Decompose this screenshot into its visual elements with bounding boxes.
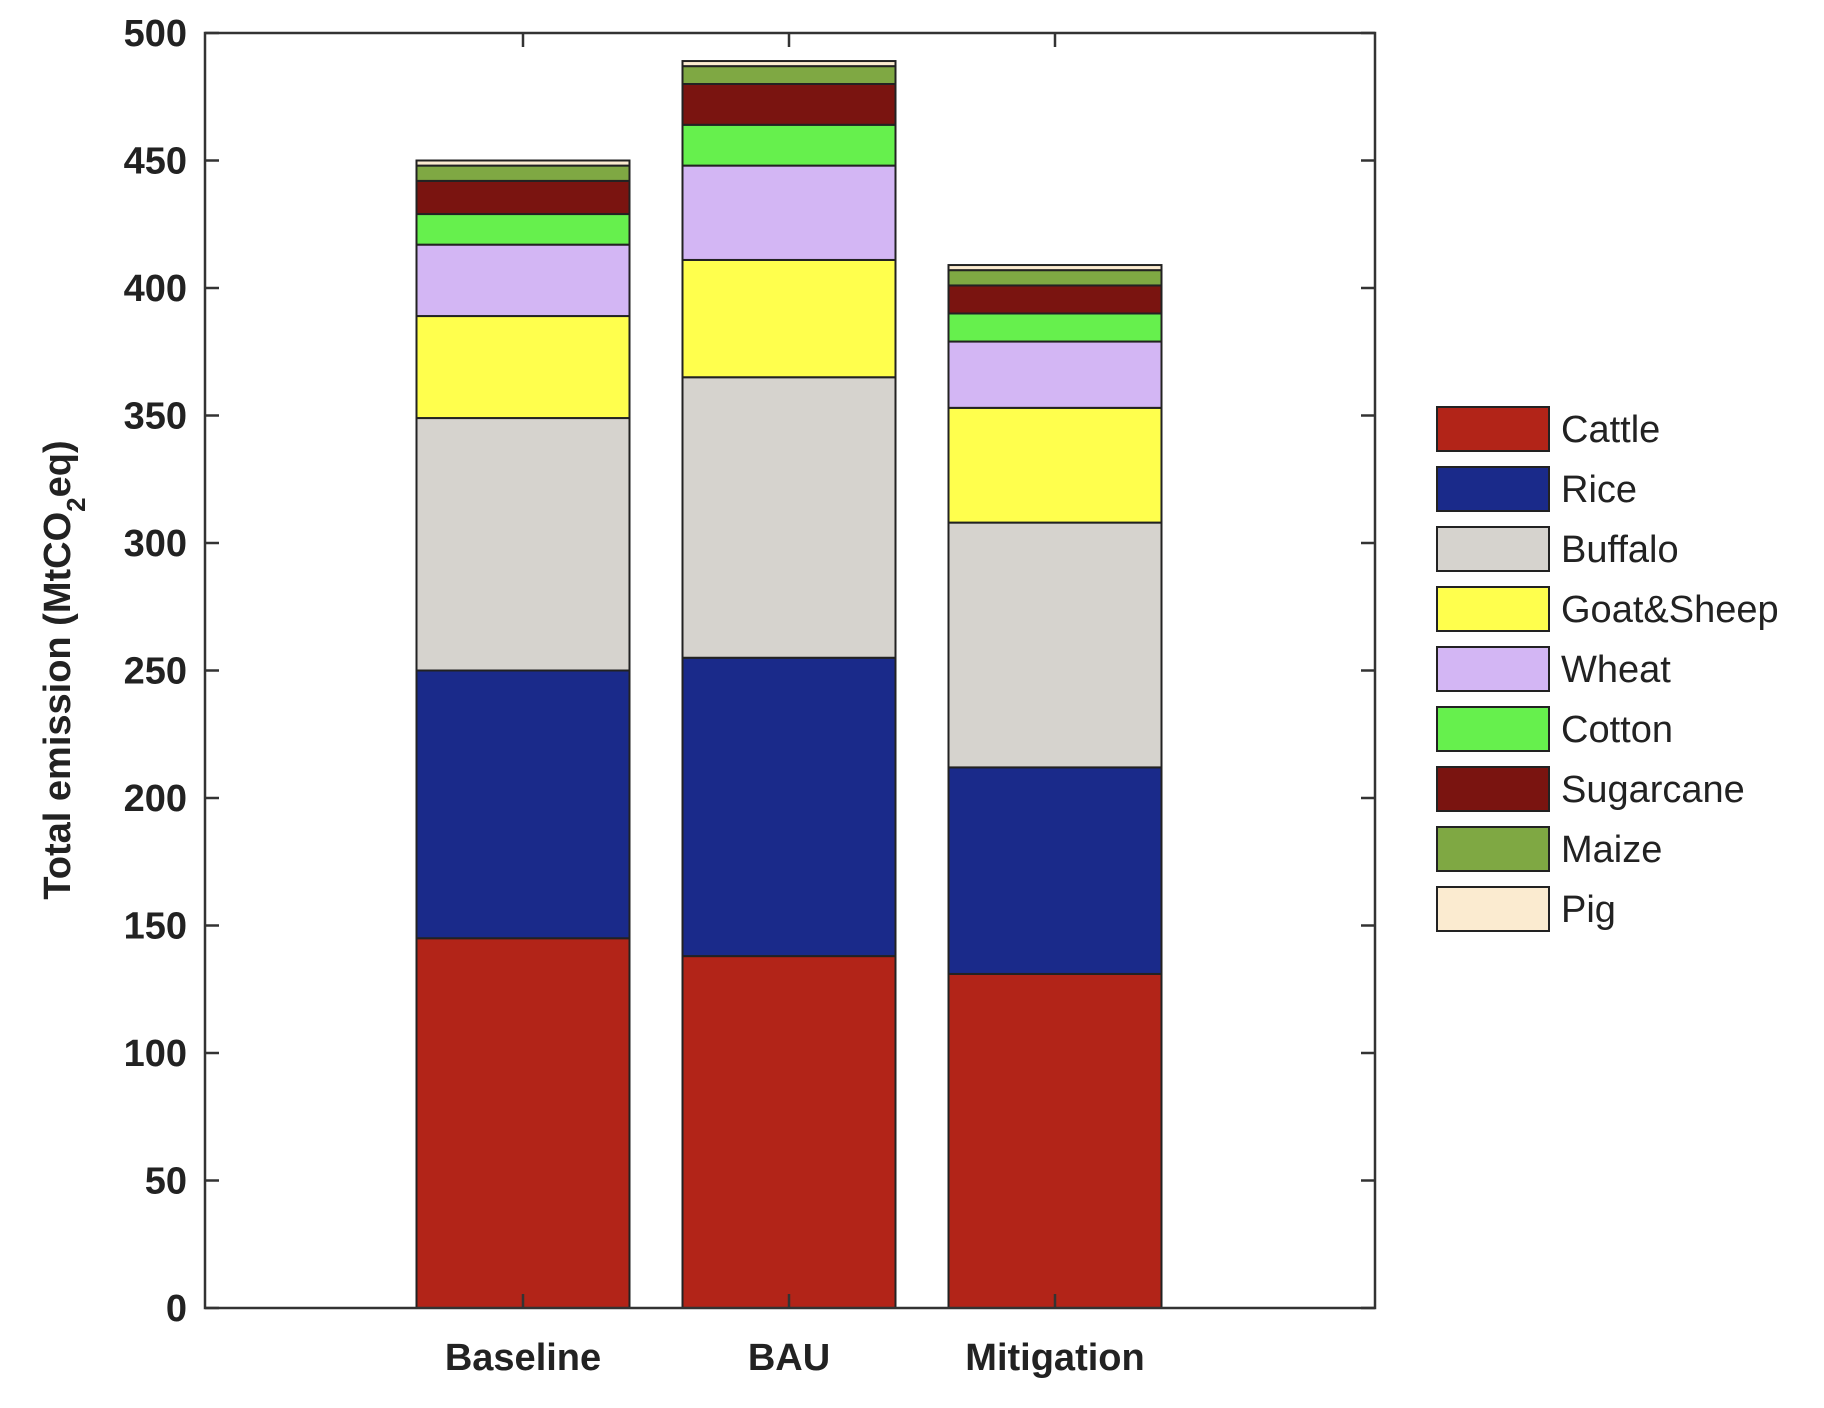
- legend-swatch-pig: [1436, 886, 1550, 932]
- bar-segment-mitigation-cattle: [947, 972, 1163, 1309]
- bar-segment-bau-buffalo: [681, 376, 897, 659]
- y-tick-label: 500: [124, 13, 187, 55]
- legend-swatch-buffalo: [1436, 526, 1550, 572]
- bar-segment-baseline-rice: [415, 669, 631, 940]
- legend-swatch-cotton: [1436, 706, 1550, 752]
- bar-segment-bau-pig: [681, 60, 897, 68]
- legend-swatch-goat-sheep: [1436, 586, 1550, 632]
- bar-segment-baseline-cattle: [415, 937, 631, 1309]
- bar-segment-baseline-sugarcane: [415, 179, 631, 216]
- y-tick-label: 250: [124, 651, 187, 693]
- legend-label-cotton: Cotton: [1561, 709, 1673, 751]
- bar-segment-baseline-goat-sheep: [415, 315, 631, 420]
- bar-segment-bau-sugarcane: [681, 83, 897, 126]
- legend-label-buffalo: Buffalo: [1561, 529, 1679, 571]
- legend-swatch-maize: [1436, 826, 1550, 872]
- bar-segment-mitigation-goat-sheep: [947, 406, 1163, 524]
- bar-segment-baseline-cotton: [415, 213, 631, 246]
- y-tick-label: 350: [124, 396, 187, 438]
- bar-segment-mitigation-wheat: [947, 340, 1163, 409]
- x-category-label-baseline: Baseline: [445, 1337, 601, 1379]
- y-tick-label: 200: [124, 778, 187, 820]
- legend-label-goat-sheep: Goat&Sheep: [1561, 589, 1779, 631]
- bar-segment-baseline-buffalo: [415, 417, 631, 672]
- y-tick-label: 150: [124, 906, 187, 948]
- bar-segment-mitigation-maize: [947, 269, 1163, 287]
- bar-segment-bau-wheat: [681, 164, 897, 261]
- bar-segment-bau-cotton: [681, 123, 897, 167]
- legend-label-wheat: Wheat: [1561, 649, 1671, 691]
- bars-group: [415, 60, 1163, 1309]
- bar-segment-baseline-maize: [415, 164, 631, 182]
- bar-segment-bau-rice: [681, 656, 897, 958]
- y-tick-label: 400: [124, 268, 187, 310]
- y-axis: 0 50 100 150 200 250 300 350 400 450 500: [124, 13, 1375, 1330]
- bar-segment-bau-maize: [681, 65, 897, 86]
- y-axis-title-subscript: 2: [61, 497, 91, 511]
- y-tick-label: 50: [145, 1161, 187, 1203]
- bar-segment-mitigation-rice: [947, 766, 1163, 975]
- legend-swatch-rice: [1436, 466, 1550, 512]
- bar-segment-mitigation-sugarcane: [947, 284, 1163, 315]
- x-axis: Baseline BAU Mitigation: [445, 33, 1145, 1379]
- legend-swatch-cattle: [1436, 406, 1550, 452]
- legend-label-pig: Pig: [1561, 889, 1616, 931]
- legend-swatch-sugarcane: [1436, 766, 1550, 812]
- legend-label-cattle: Cattle: [1561, 409, 1660, 451]
- y-tick-label: 300: [124, 523, 187, 565]
- bar-segment-baseline-pig: [415, 159, 631, 167]
- y-axis-title-prefix: Total emission (MtCO: [37, 512, 79, 900]
- y-tick-label: 0: [166, 1288, 187, 1330]
- y-axis-title: Total emission (MtCO2eq): [37, 440, 91, 899]
- x-category-label-mitigation: Mitigation: [965, 1337, 1144, 1379]
- bar-segment-mitigation-buffalo: [947, 521, 1163, 769]
- y-tick-label: 100: [124, 1033, 187, 1075]
- bar-segment-bau-cattle: [681, 955, 897, 1309]
- bar-segment-mitigation-cotton: [947, 312, 1163, 343]
- bar-segment-mitigation-pig: [947, 264, 1163, 272]
- bar-segment-bau-goat-sheep: [681, 258, 897, 379]
- bar-segment-baseline-wheat: [415, 243, 631, 318]
- y-axis-title-suffix: eq): [37, 440, 79, 497]
- legend: Cattle Rice Buffalo Goat&Sheep Wheat Cotton Su…: [1436, 406, 1779, 932]
- legend-label-rice: Rice: [1561, 469, 1637, 511]
- legend-label-maize: Maize: [1561, 829, 1662, 871]
- y-tick-label: 450: [124, 141, 187, 183]
- legend-swatch-wheat: [1436, 646, 1550, 692]
- x-category-label-bau: BAU: [748, 1337, 830, 1379]
- legend-label-sugarcane: Sugarcane: [1561, 769, 1745, 811]
